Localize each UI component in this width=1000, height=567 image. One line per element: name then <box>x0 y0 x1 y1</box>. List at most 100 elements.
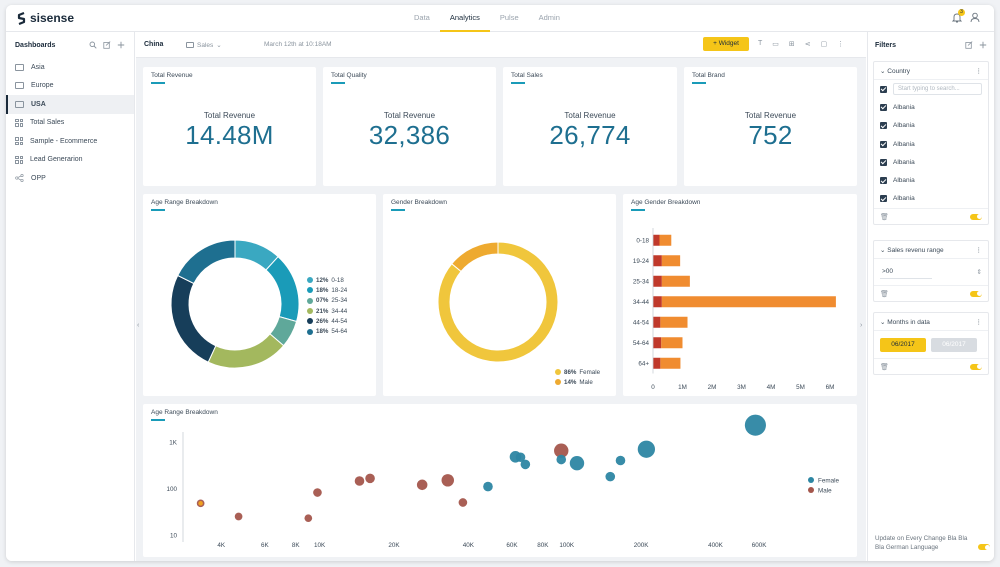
share-icon[interactable]: ⋖ <box>804 41 811 48</box>
donut-slice-44-54[interactable] <box>170 274 217 363</box>
filter-header[interactable]: ⌄ Sales revenu range ⋮ <box>874 241 988 259</box>
donut-slice-male[interactable] <box>451 241 499 273</box>
filter-option[interactable]: Albania <box>874 117 988 135</box>
legend-label[interactable]: Male <box>818 487 832 494</box>
sidebar-item-lead-generation[interactable]: Lead Generarion <box>6 151 134 170</box>
notification-bell-icon[interactable]: 3 <box>951 9 965 23</box>
scatter-point-male[interactable] <box>554 443 569 458</box>
bar-segment-19-24[interactable] <box>653 255 662 267</box>
bar-segment-44-54[interactable] <box>653 316 661 328</box>
layout-icon[interactable]: ⊞ <box>788 41 795 48</box>
text-icon[interactable]: T <box>758 40 763 47</box>
scatter-point-male[interactable] <box>365 473 375 484</box>
filter-toggle[interactable] <box>970 363 982 370</box>
filter-option[interactable]: Albania <box>874 171 988 189</box>
checkbox[interactable] <box>880 122 887 130</box>
kpi-card-total-quality[interactable]: Total Quality Total Revenue 32,386 <box>323 67 496 186</box>
tab-admin[interactable]: Admin <box>538 13 560 22</box>
add-widget-button[interactable]: + Widget <box>703 37 749 51</box>
scatter-point-male[interactable] <box>234 512 243 521</box>
bar-segment-54-64[interactable] <box>653 337 662 349</box>
sidebar-item-usa[interactable]: USA <box>6 95 134 114</box>
filter-header[interactable]: ⌄ Country ⋮ <box>874 62 988 80</box>
bar-segment-34-44[interactable] <box>653 296 662 308</box>
range-value-input[interactable]: >00 <box>880 265 932 279</box>
donut-slice-54-64[interactable] <box>177 239 236 285</box>
scatter-point-female[interactable] <box>520 459 531 470</box>
collapse-right-icon[interactable]: › <box>860 322 863 329</box>
kpi-card-total-sales[interactable]: Total Sales Total Revenue 26,774 <box>503 67 677 186</box>
scatter-point-female[interactable] <box>637 440 656 458</box>
search-icon[interactable] <box>89 41 97 49</box>
scatter-point-female[interactable] <box>744 414 766 436</box>
checkbox[interactable] <box>880 140 887 148</box>
bar-segment-0-18[interactable] <box>659 234 672 246</box>
checkbox[interactable] <box>880 177 887 185</box>
donut-slice-female[interactable] <box>437 241 559 363</box>
checkbox[interactable] <box>880 103 887 111</box>
filter-option[interactable]: Albania <box>874 190 988 208</box>
scatter-point-female[interactable] <box>615 455 626 466</box>
tab-analytics[interactable]: Analytics <box>439 5 490 32</box>
sidebar-item-total-sales[interactable]: Total Sales <box>6 114 134 133</box>
filter-option[interactable]: Albania <box>874 135 988 153</box>
legend-item[interactable]: 18% 54-64 <box>307 326 347 336</box>
scatter-point-female[interactable] <box>515 452 526 463</box>
bar-segment-25-34[interactable] <box>653 275 662 287</box>
checkbox[interactable] <box>880 195 887 203</box>
checkbox[interactable] <box>880 158 887 166</box>
more-icon[interactable]: ⋮ <box>975 246 983 254</box>
month-from-button[interactable]: 06/2017 <box>880 337 926 352</box>
donut-slice-34-44[interactable] <box>207 333 285 369</box>
tab-data[interactable]: Data <box>414 13 430 22</box>
legend-label[interactable]: Female <box>818 477 839 484</box>
bar-segment-0-18[interactable] <box>653 234 660 246</box>
legend-item[interactable]: 12% 0-18 <box>307 275 347 285</box>
scatter-point-female[interactable] <box>605 471 616 482</box>
filter-option[interactable]: Albania <box>874 153 988 171</box>
scatter-point-male[interactable] <box>441 474 455 487</box>
legend-item[interactable]: 86% Female <box>555 367 600 377</box>
legend-item[interactable]: 07% 25-34 <box>307 296 347 306</box>
bar-segment-54-64[interactable] <box>661 337 683 349</box>
legend-item[interactable]: 26% 44-54 <box>307 316 347 326</box>
screen-icon[interactable]: ▢ <box>820 41 828 48</box>
collapse-left-icon[interactable]: ‹ <box>137 322 140 329</box>
kpi-card-total-revenue[interactable]: Total Revenue Total Revenue 14.48M <box>143 67 316 186</box>
donut-slice-18-24[interactable] <box>265 255 300 323</box>
bar-segment-64+[interactable] <box>660 357 681 369</box>
trash-icon[interactable]: 🗑 <box>880 213 889 221</box>
scatter-point-male[interactable] <box>458 498 468 507</box>
more-icon[interactable]: ⋮ <box>975 318 983 326</box>
bar-segment-44-54[interactable] <box>660 316 688 328</box>
trash-icon[interactable]: 🗑 <box>880 290 889 298</box>
scatter-point-female[interactable] <box>556 454 567 465</box>
scatter-point-female[interactable] <box>569 456 585 471</box>
trash-icon[interactable]: 🗑 <box>880 363 889 371</box>
bar-segment-34-44[interactable] <box>661 296 836 308</box>
more-icon[interactable]: ⋮ <box>837 41 845 48</box>
scatter-point-female[interactable] <box>483 481 493 492</box>
add-icon[interactable] <box>979 41 987 49</box>
sidebar-item-sample-ecommerce[interactable]: Sample - Ecommerce <box>6 132 134 151</box>
kpi-card-total-brand[interactable]: Total Brand Total Revenue 752 <box>684 67 857 186</box>
scatter-point-male[interactable] <box>416 479 428 491</box>
age-range-scatter-card[interactable]: Age Range Breakdown 10 100 1K 4K 6K 8K 10K 20K 4… <box>143 404 857 557</box>
country-search-input[interactable]: Start typing to search... <box>893 83 982 96</box>
age-range-donut-card[interactable]: Age Range Breakdown 12% 0-18 18% 18-24 07% 25… <box>143 194 376 396</box>
month-to-button[interactable]: 06/2017 <box>931 337 977 352</box>
stepper-icon[interactable]: ⇕ <box>976 269 982 276</box>
image-icon[interactable]: ▭ <box>772 41 779 48</box>
scatter-point-male[interactable] <box>304 514 313 523</box>
folder-selector[interactable]: Sales ⌄ <box>186 41 222 49</box>
filter-toggle[interactable] <box>970 290 982 297</box>
bar-segment-19-24[interactable] <box>661 255 681 267</box>
scatter-point-male[interactable] <box>313 488 322 497</box>
add-icon[interactable] <box>117 41 125 49</box>
tab-pulse[interactable]: Pulse <box>499 13 519 22</box>
scatter-point-male[interactable] <box>354 476 365 486</box>
sidebar-item-opp[interactable]: OPP <box>6 169 134 188</box>
sidebar-item-europe[interactable]: Europe <box>6 77 134 96</box>
logo[interactable]: sisense <box>16 11 74 25</box>
user-icon[interactable] <box>970 12 980 23</box>
